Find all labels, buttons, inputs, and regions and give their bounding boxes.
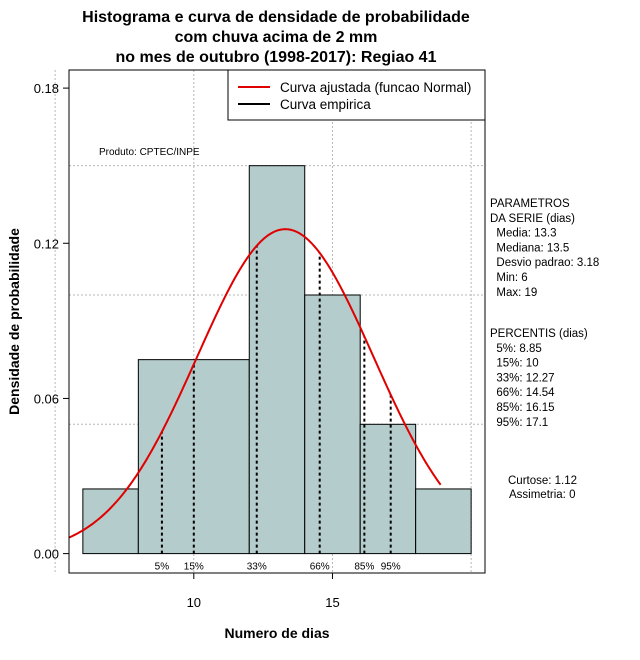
percentile-label: 85% [354, 562, 374, 573]
percentile-label: 66% [310, 562, 330, 573]
parametros-line: Min: 6 [490, 272, 528, 284]
histogram-bar [359, 423, 417, 555]
percentile-label: 15% [184, 562, 204, 573]
parametros-line: Media: 13.3 [490, 228, 556, 240]
parametros-line: Desvio padrao: 3.18 [490, 257, 599, 269]
legend: Curva ajustada (funcao Normal) Curva empi… [227, 69, 486, 121]
axes: 0.00 0.06 0.12 0.18 10 15 [34, 69, 486, 610]
y-tick-label: 0.00 [34, 547, 59, 562]
title-line: Histograma e curva de densidade de proba… [82, 9, 470, 26]
percentis-line: 33%: 12.27 [490, 372, 555, 384]
histogram-bar [304, 294, 361, 555]
curtose-text: Curtose: 1.12 [508, 475, 577, 487]
y-tick-label: 0.06 [34, 391, 59, 406]
normal-curve-line [68, 228, 442, 539]
parametros-line: PARAMETROS [490, 198, 570, 210]
parametros-line: Max: 19 [490, 287, 537, 299]
histogram-bar [82, 488, 139, 555]
x-tick-label: 10 [187, 595, 201, 610]
parametros-line: Mediana: 13.5 [490, 242, 569, 254]
parametros-line: DA SERIE (dias) [490, 213, 575, 225]
title-line: no mes de outubro (1998-2017): Regiao 41 [116, 49, 437, 66]
y-tick-label: 0.18 [34, 81, 59, 96]
legend-label: Curva empirica [280, 97, 371, 112]
side-panel: PARAMETROS DA SERIE (dias) Media: 13.3 Me… [490, 198, 599, 501]
y-tick-label: 0.12 [34, 236, 59, 251]
legend-box [227, 69, 486, 121]
x-tick-label: 15 [325, 595, 339, 610]
percentis-line: 15%: 10 [490, 358, 539, 370]
title-line: com chuva acima de 2 mm [175, 29, 378, 46]
chart-title: Histograma e curva de densidade de proba… [82, 9, 470, 66]
histogram-bar [415, 488, 472, 555]
percentis-line: PERCENTIS (dias) [490, 328, 588, 340]
percentis-line: 5%: 8.85 [490, 343, 542, 355]
y-axis-label: Densidade de probabilidade [6, 228, 22, 415]
percentile-label: 33% [247, 562, 267, 573]
percentile-lines: 5% 15% 33% 66% 85% 95% [155, 245, 401, 573]
assimetria-text: Assimetria: 0 [509, 489, 575, 501]
percentis-line: 95%: 17.1 [490, 417, 548, 429]
legend-label: Curva ajustada (funcao Normal) [280, 80, 471, 95]
product-label: Produto: CPTEC/INPE [99, 147, 200, 158]
percentile-label: 5% [155, 562, 170, 573]
percentile-label: 95% [381, 562, 401, 573]
x-axis-label: Numero de dias [224, 625, 329, 641]
percentis-line: 66%: 14.54 [490, 387, 555, 399]
normal-curve [68, 228, 442, 539]
percentis-line: 85%: 16.15 [490, 402, 555, 414]
histogram-bars [82, 165, 472, 555]
